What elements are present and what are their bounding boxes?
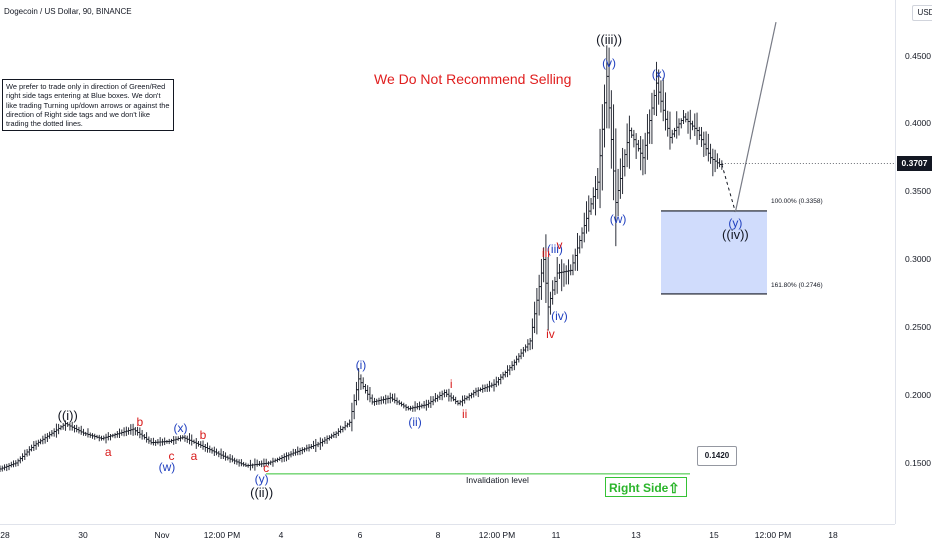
disclaimer-note: We prefer to trade only in direction of … xyxy=(2,79,174,132)
x-tick: 4 xyxy=(278,530,284,540)
x-tick: Nov xyxy=(154,530,170,540)
wave-label: (x) xyxy=(651,66,666,81)
wave-label: (w) xyxy=(158,460,176,475)
x-tick: 11 xyxy=(551,530,561,540)
wave-label: ((iii)) xyxy=(596,31,623,47)
wave-label: (y) xyxy=(728,215,743,230)
x-tick: 12:00 PM xyxy=(203,530,241,540)
x-tick: 30 xyxy=(78,530,88,540)
wave-label: (i) xyxy=(355,358,367,373)
x-tick: 12:00 PM xyxy=(754,530,792,540)
y-tick: 0.4000 xyxy=(905,118,931,128)
wave-label: iii xyxy=(541,245,550,260)
y-tick: 0.2000 xyxy=(905,390,931,400)
wave-label: ii xyxy=(462,407,468,422)
wave-label: iv xyxy=(546,327,555,342)
projection-dotted xyxy=(721,164,736,213)
x-tick: 28 xyxy=(0,530,10,540)
wave-label: c xyxy=(168,449,175,464)
y-tick: 0.3000 xyxy=(905,254,931,264)
fib-161-label: 161.80% (0.2746) xyxy=(771,282,823,289)
wave-label: (v) xyxy=(602,55,617,70)
fib-100-label: 100.00% (0.3358) xyxy=(771,198,823,205)
currency-button[interactable]: USD xyxy=(912,5,932,21)
up-arrow-icon: ⇧ xyxy=(668,480,680,496)
price-chart xyxy=(0,21,895,475)
right-side-label: Right Side xyxy=(609,481,669,495)
wave-label: (y) xyxy=(254,472,269,487)
wave-label: (iv) xyxy=(551,309,568,324)
time-axis[interactable] xyxy=(0,524,895,551)
target-box xyxy=(661,210,767,294)
x-tick: 18 xyxy=(828,530,838,540)
chart-title: Dogecoin / US Dollar, 90, BINANCE xyxy=(4,7,132,16)
wave-label: b xyxy=(136,415,144,430)
wave-label: (ii) xyxy=(408,415,422,430)
wave-label: (iii) xyxy=(546,241,563,256)
x-tick: 6 xyxy=(357,530,363,540)
last-price-tag: 0.3707 xyxy=(897,156,932,171)
x-tick: 12:00 PM xyxy=(478,530,516,540)
wave-label: c xyxy=(263,461,270,476)
price-axis[interactable] xyxy=(895,0,932,524)
wave-label: a xyxy=(190,449,198,464)
wave-label: ((i)) xyxy=(57,407,78,423)
wave-label: (w) xyxy=(609,211,627,226)
y-tick: 0.1500 xyxy=(905,458,931,468)
y-tick: 0.2500 xyxy=(905,322,931,332)
x-tick: 13 xyxy=(631,530,641,540)
invalidation-label: Invalidation level xyxy=(466,475,529,485)
y-tick: 0.3500 xyxy=(905,186,931,196)
projection-up-line xyxy=(734,21,777,213)
wave-label: ((ii)) xyxy=(250,484,274,500)
wave-label: i xyxy=(449,377,453,392)
wave-label: ((iv)) xyxy=(722,227,749,243)
x-tick: 15 xyxy=(709,530,719,540)
wave-label: a xyxy=(104,445,112,460)
right-side-tag: Right Side ⇧ xyxy=(605,477,687,497)
wave-label: b xyxy=(199,427,207,442)
warning-text: We Do Not Recommend Selling xyxy=(374,71,572,87)
y-tick: 0.4500 xyxy=(905,51,931,61)
wave-label: (x) xyxy=(173,420,188,435)
invalidation-value-callout: 0.1420 xyxy=(697,446,737,466)
wave-label: v xyxy=(556,237,563,252)
x-tick: 8 xyxy=(435,530,441,540)
